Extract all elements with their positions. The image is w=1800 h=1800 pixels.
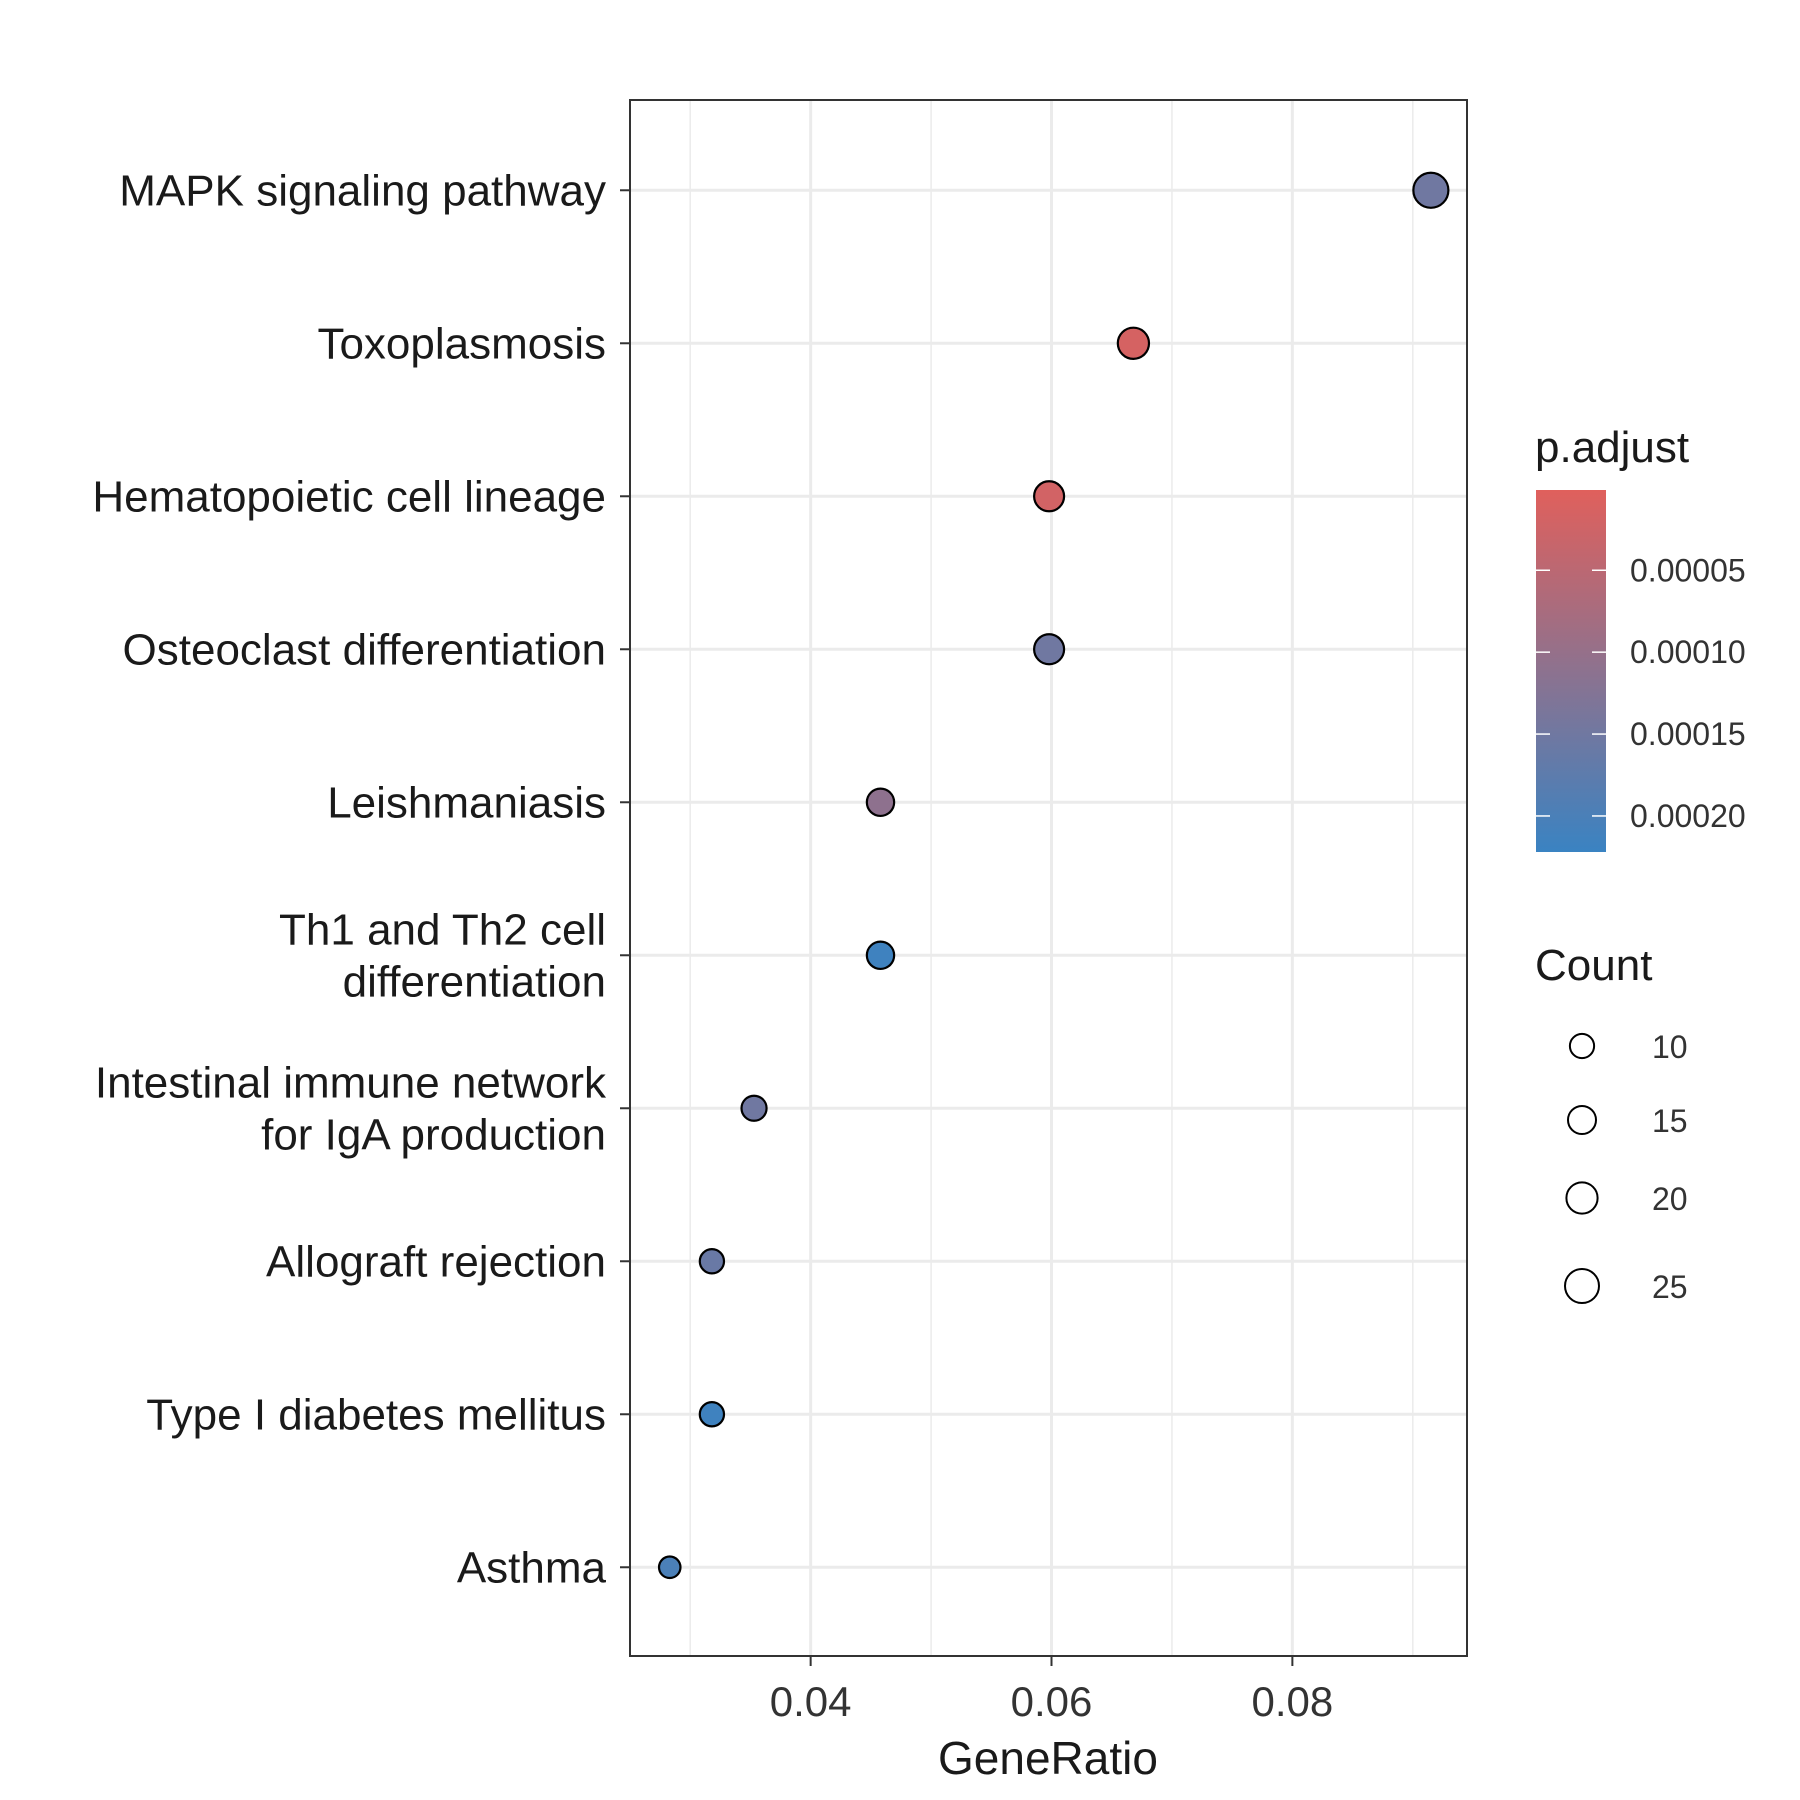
size-legend-circle [1566,1104,1598,1136]
size-legend-label: 10 [1652,1029,1688,1065]
color-tick-label: 0.00015 [1630,716,1746,752]
size-legend-label: 25 [1652,1269,1688,1305]
data-point [1116,326,1151,360]
data-point [740,1094,768,1122]
size-legend: Count 10 15 20 25 [1535,941,1688,1305]
grid-lines [630,100,1467,1656]
y-tick-label: Leishmaniasis [327,778,606,827]
y-tick-label: Hematopoietic cell lineage [92,472,606,521]
data-point [657,1555,682,1580]
y-tick-label: Intestinal immune network [95,1058,607,1107]
data-point [1412,171,1450,209]
y-tick-label: for IgA production [261,1110,606,1159]
panel-border [629,99,1468,1657]
y-tick-label: Osteoclast differentiation [123,625,606,674]
y-tick-label: Allograft rejection [266,1237,606,1286]
x-axis-title: GeneRatio [938,1732,1158,1784]
y-tick-label: Th1 and Th2 cell [279,905,606,954]
x-tick-label: 0.06 [1011,1678,1093,1725]
data-point [698,1248,726,1275]
data-point [1033,480,1066,513]
color-tick-label: 0.00005 [1630,552,1746,588]
x-axis: 0.04 0.06 0.08 [770,1656,1333,1725]
size-legend-label: 20 [1652,1181,1688,1217]
color-legend: p.adjust 0.00005 0.00010 0.00015 0.00020 [1535,423,1746,852]
size-legend-title: Count [1535,941,1652,990]
data-point [1033,633,1066,666]
y-tick-label: differentiation [343,957,606,1006]
size-legend-items: 10 15 20 25 [1564,1029,1688,1305]
panel-background [630,100,1467,1656]
data-point [698,1401,726,1428]
data-point [865,940,896,971]
color-tick-label: 0.00010 [1630,634,1746,670]
color-legend-title: p.adjust [1535,423,1689,472]
size-legend-label: 15 [1652,1103,1688,1139]
color-legend-bar [1536,490,1606,852]
size-legend-circle [1565,1181,1599,1215]
color-legend-ticks: 0.00005 0.00010 0.00015 0.00020 [1536,552,1746,834]
color-tick-label: 0.00020 [1630,798,1746,834]
size-legend-circle [1568,1032,1596,1060]
y-axis: MAPK signaling pathway Toxoplasmosis Hemat… [92,166,630,1592]
data-points [657,171,1450,1580]
y-tick-label: Type I diabetes mellitus [146,1390,606,1439]
y-tick-label: Asthma [457,1543,607,1592]
y-tick-label: MAPK signaling pathway [119,166,606,215]
y-tick-label: Toxoplasmosis [317,319,606,368]
x-tick-label: 0.08 [1251,1678,1333,1725]
data-point [865,787,896,818]
x-tick-label: 0.04 [770,1678,852,1725]
size-legend-circle [1564,1268,1600,1304]
